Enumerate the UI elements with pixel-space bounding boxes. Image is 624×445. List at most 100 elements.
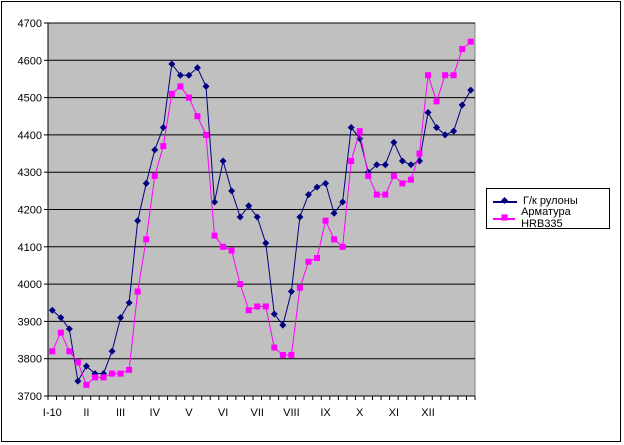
data-point-square [74, 359, 81, 366]
data-point-square [382, 191, 389, 198]
data-point-square [228, 247, 235, 254]
data-point-diamond [117, 314, 125, 322]
gridlines [47, 22, 475, 397]
y-tick-label: 3900 [18, 316, 42, 328]
data-point-square [262, 303, 269, 310]
data-point-diamond [398, 157, 406, 165]
data-point-square [100, 374, 107, 381]
x-tick-label: XII [421, 407, 434, 419]
y-tick-label: 3800 [18, 354, 42, 366]
data-point-square [245, 307, 252, 314]
data-point-diamond [65, 325, 73, 333]
x-tick-label: XI [389, 407, 399, 419]
data-point-diamond [287, 288, 295, 296]
data-point-square [177, 83, 184, 90]
data-point-square [365, 172, 372, 179]
data-point-square [322, 217, 329, 224]
data-point-square [83, 381, 90, 388]
data-point-square [296, 284, 303, 291]
data-point-diamond [467, 86, 475, 94]
data-point-diamond [202, 82, 210, 90]
x-tick-label: I-10 [43, 407, 62, 419]
data-point-diamond [193, 64, 201, 72]
data-point-diamond [373, 161, 381, 169]
data-point-diamond [125, 299, 133, 307]
data-point-square [151, 172, 158, 179]
data-point-square [416, 150, 423, 157]
y-tick-label: 4500 [18, 93, 42, 105]
y-tick-label: 3700 [18, 391, 42, 403]
data-point-diamond [219, 157, 227, 165]
data-point-square [57, 329, 64, 336]
data-point-diamond [159, 123, 167, 131]
data-point-square [160, 143, 167, 150]
data-point-diamond [330, 209, 338, 217]
data-point-square [220, 243, 227, 250]
y-tick-label: 4300 [18, 167, 42, 179]
legend: Г/к рулоны Арматура HRB335 [486, 188, 610, 230]
data-point-square [91, 374, 98, 381]
data-point-diamond [151, 146, 159, 154]
x-tick-label: VIII [283, 407, 300, 419]
data-point-diamond [185, 71, 193, 79]
data-point-square [117, 370, 124, 377]
data-point-square [109, 370, 116, 377]
data-point-square [339, 243, 346, 250]
data-point-square [126, 366, 133, 373]
data-point-diamond [270, 310, 278, 318]
data-point-diamond [134, 217, 142, 225]
data-point-diamond [253, 213, 261, 221]
y-tick-label: 4400 [18, 130, 42, 142]
data-point-diamond [74, 377, 82, 385]
legend-label: Г/к рулоны [523, 195, 578, 207]
data-point-square [399, 180, 406, 187]
x-tick-label: VI [218, 407, 228, 419]
data-point-diamond [458, 101, 466, 109]
data-point-square [467, 38, 474, 45]
data-point-square [134, 288, 141, 295]
y-tick-label: 4700 [18, 18, 42, 30]
series-layer [48, 38, 475, 388]
x-tick-label: IX [320, 407, 331, 419]
data-point-diamond [176, 71, 184, 79]
data-point-diamond [313, 183, 321, 191]
data-point-diamond [48, 306, 56, 314]
data-point-diamond [339, 198, 347, 206]
data-point-diamond [407, 161, 415, 169]
x-tick-label: III [116, 407, 125, 419]
data-point-square [254, 303, 261, 310]
data-point-square [202, 131, 209, 138]
data-point-diamond [322, 179, 330, 187]
data-point-diamond [245, 202, 253, 210]
data-point-square [331, 236, 338, 243]
data-point-diamond [236, 213, 244, 221]
data-point-square [373, 191, 380, 198]
x-tick-label: V [185, 407, 193, 419]
legend-item-hot-rolled-coil: Г/к рулоны [491, 194, 578, 208]
data-point-diamond [57, 314, 65, 322]
x-tick-label: II [83, 407, 89, 419]
data-point-square [459, 46, 466, 53]
y-tick-label: 4000 [18, 279, 42, 291]
data-point-diamond [108, 347, 116, 355]
data-point-square [49, 348, 56, 355]
series-line [51, 62, 472, 383]
legend-item-rebar-hrb335: Арматура HRB335 [491, 206, 609, 230]
data-point-square [211, 232, 218, 239]
data-point-square [433, 98, 440, 105]
y-tick-label: 4600 [18, 55, 42, 67]
data-point-diamond [381, 161, 389, 169]
data-point-diamond [450, 127, 458, 135]
data-point-diamond [168, 60, 176, 68]
x-tick-label: VII [251, 407, 264, 419]
data-point-diamond [347, 123, 355, 131]
data-point-square [425, 72, 432, 79]
data-point-diamond [82, 362, 90, 370]
data-point-diamond [304, 191, 312, 199]
data-point-diamond [296, 213, 304, 221]
data-point-square [143, 236, 150, 243]
data-point-diamond [262, 239, 270, 247]
data-point-diamond [390, 138, 398, 146]
data-point-square [185, 94, 192, 101]
data-point-square [356, 128, 363, 135]
